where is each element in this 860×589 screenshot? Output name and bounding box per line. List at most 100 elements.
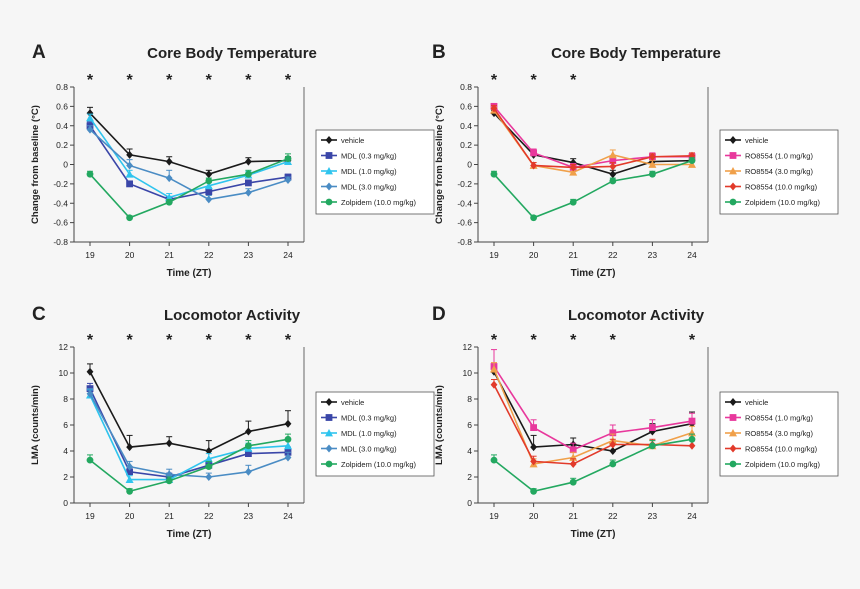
x-axis-label: Time (ZT) (167, 268, 212, 279)
data-point (688, 160, 696, 168)
series-line (89, 117, 289, 199)
chart-title: Core Body Temperature (147, 45, 317, 62)
y-tick-label: 6 (63, 420, 68, 430)
y-axis-label: Change from baseline (°C) (30, 105, 41, 224)
legend-marker (325, 152, 333, 159)
y-tick-label: 12 (463, 342, 473, 352)
y-tick-label: 0.8 (56, 82, 68, 92)
x-tick-label: 21 (568, 250, 578, 260)
series-0 (490, 109, 696, 179)
legend-label: MDL (1.0 mg/kg) (341, 167, 397, 176)
data-point (284, 441, 292, 450)
data-point (649, 424, 656, 431)
data-point (165, 198, 173, 206)
legend-marker (325, 460, 333, 468)
data-point (205, 170, 213, 179)
y-tick-label: -0.6 (457, 218, 472, 228)
data-point (609, 162, 617, 171)
legend-marker (729, 182, 737, 191)
chart-title: Core Body Temperature (551, 45, 721, 62)
y-tick-label: 6 (467, 420, 472, 430)
data-point (490, 456, 498, 464)
y-tick-label: -0.2 (53, 179, 68, 189)
significance-star: * (87, 332, 94, 349)
significance-star: * (206, 332, 213, 349)
series-2 (490, 362, 696, 468)
series-1 (86, 382, 292, 481)
y-tick-label: 0 (467, 160, 472, 170)
chart-title: Locomotor Activity (164, 307, 301, 324)
significance-star: * (126, 332, 133, 349)
data-point (125, 170, 134, 178)
series-line (493, 112, 693, 176)
series-4 (490, 157, 696, 222)
x-tick-label: 22 (204, 511, 214, 521)
legend-marker (325, 429, 333, 437)
significance-star: * (285, 332, 292, 349)
legend-marker (325, 198, 333, 206)
x-tick-label: 24 (283, 250, 293, 260)
series-line (89, 125, 289, 201)
legend-label: MDL (1.0 mg/kg) (341, 429, 397, 438)
x-tick-label: 19 (85, 250, 95, 260)
legend-label: Zolpidem (10.0 mg/kg) (745, 460, 821, 469)
y-tick-label: 2 (467, 472, 472, 482)
data-point (165, 477, 173, 485)
data-point (649, 152, 656, 161)
data-point (126, 150, 133, 159)
y-tick-label: 0.6 (56, 101, 68, 111)
data-point (688, 157, 696, 165)
data-point (126, 462, 133, 471)
x-tick-label: 22 (608, 511, 618, 521)
series-line (89, 129, 289, 201)
data-point (609, 429, 617, 437)
data-point (284, 419, 292, 428)
significance-star: * (491, 332, 498, 349)
y-tick-label: -0.4 (53, 198, 68, 208)
legend-label: Zolpidem (10.0 mg/kg) (745, 198, 821, 207)
y-axis-label: LMA (counts/min) (434, 385, 445, 465)
legend-marker (325, 414, 333, 421)
y-tick-label: 12 (59, 342, 69, 352)
legend-box (315, 129, 435, 215)
y-axis-label: LMA (counts/min) (30, 385, 41, 465)
panel-letter: D (432, 304, 446, 325)
data-point (569, 198, 577, 206)
data-point (530, 457, 537, 466)
x-tick-label: 19 (489, 250, 499, 260)
data-point (86, 125, 94, 134)
x-tick-label: 21 (164, 250, 174, 260)
data-point (165, 470, 173, 479)
data-point (165, 439, 173, 448)
data-point (609, 157, 617, 165)
x-tick-label: 20 (529, 250, 539, 260)
data-point (490, 170, 498, 178)
legend-box (719, 129, 839, 215)
series-line (89, 388, 289, 478)
series-1 (86, 121, 292, 203)
significance-star: * (166, 72, 173, 89)
legend-marker (325, 136, 333, 144)
x-tick-label: 20 (125, 511, 135, 521)
series-3 (490, 104, 696, 172)
series-line (493, 366, 693, 451)
x-axis-label: Time (ZT) (167, 529, 212, 540)
data-point (126, 180, 133, 188)
data-point (86, 367, 94, 376)
x-tick-label: 24 (687, 250, 697, 260)
y-tick-label: 0.2 (56, 140, 68, 150)
data-point (608, 150, 617, 159)
data-point (205, 188, 213, 196)
y-tick-label: -0.6 (53, 218, 68, 228)
series-line (89, 112, 289, 176)
legend-label: MDL (0.3 mg/kg) (341, 152, 397, 161)
data-point (490, 104, 498, 113)
panel-letter: C (32, 304, 46, 325)
legend-box (719, 391, 839, 477)
panel-letter: A (32, 42, 46, 63)
data-point (245, 188, 252, 197)
legend-label: vehicle (745, 398, 768, 407)
x-axis-label: Time (ZT) (571, 268, 616, 279)
